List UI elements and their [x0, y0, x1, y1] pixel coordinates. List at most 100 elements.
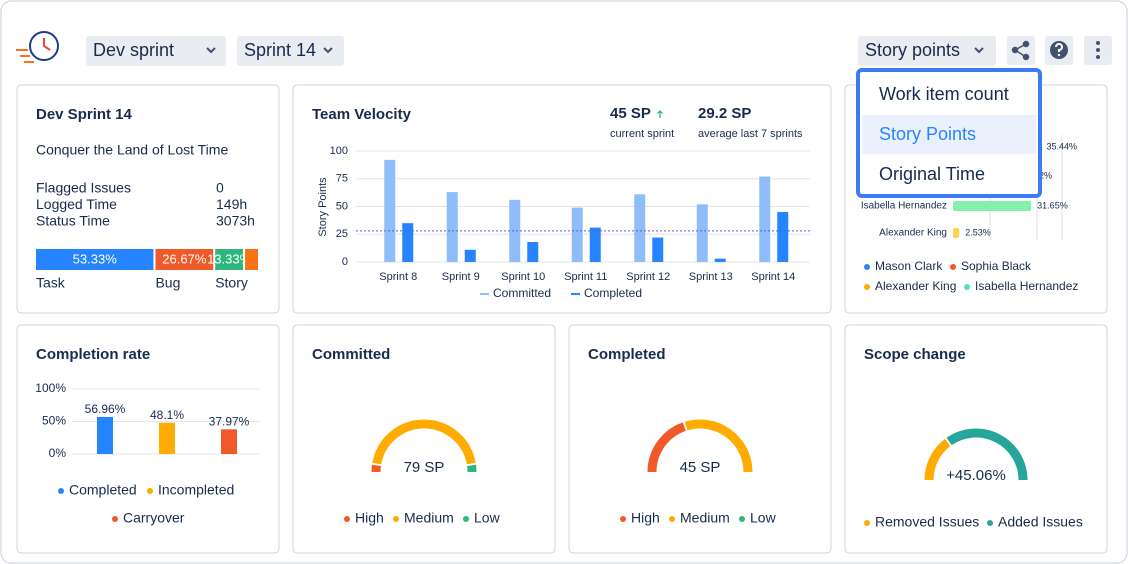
bar	[652, 237, 664, 262]
gauge-segment	[924, 438, 951, 481]
y-tick-label: 0%	[49, 446, 67, 460]
legend-dot	[463, 516, 469, 522]
legend-dot	[393, 516, 399, 522]
measure-select[interactable]: Story points	[858, 36, 996, 66]
legend-dot	[669, 516, 675, 522]
gauge-value: 79 SP	[404, 459, 445, 476]
card	[292, 84, 832, 314]
sprint-goal: Conquer the Land of Lost Time	[36, 142, 228, 158]
bar	[634, 194, 646, 262]
legend-label: Alexander King	[875, 279, 956, 293]
x-tick-label: Sprint 14	[751, 271, 795, 283]
breakdown-segment	[155, 249, 214, 270]
legend-label: Added Issues	[998, 514, 1083, 530]
x-tick-label: Sprint 10	[501, 271, 545, 283]
value-label: 37.97%	[209, 414, 250, 428]
bar	[464, 249, 476, 262]
segment-category: Bug	[155, 275, 180, 291]
filter[interactable]: Sprint 14	[237, 36, 344, 66]
bar	[384, 159, 396, 262]
dropdown-option[interactable]: Story Points	[879, 124, 976, 144]
legend-label: Medium	[404, 510, 454, 526]
bar	[953, 201, 1032, 211]
up-arrow	[657, 110, 663, 118]
dropdown-option[interactable]: Work item count	[879, 84, 1009, 104]
legend-dot	[739, 516, 745, 522]
gauge-value: 45 SP	[680, 459, 721, 476]
value-label: 31.65%	[1037, 200, 1068, 210]
legend-label: Committed	[493, 286, 551, 300]
y-tick-label: 50	[336, 200, 348, 212]
filter-label[interactable]: Dev sprint	[93, 40, 174, 60]
help-button[interactable]	[1045, 36, 1073, 65]
segment-label: 26.67%	[162, 251, 207, 266]
legend-dot	[964, 284, 970, 290]
stat-label: Status Time	[36, 213, 110, 229]
y-tick-label: 25	[336, 228, 348, 240]
bar	[714, 258, 726, 262]
legend-label: Incompleted	[158, 482, 234, 498]
bar	[221, 429, 237, 454]
x-tick-label: Sprint 8	[379, 271, 417, 283]
legend-dot	[58, 488, 64, 494]
breakdown-segment	[215, 249, 244, 270]
legend-dot	[987, 520, 993, 526]
gauge-segment	[647, 422, 686, 473]
legend-dot	[344, 516, 350, 522]
legend-dot	[620, 516, 626, 522]
x-tick-label: Sprint 9	[442, 271, 480, 283]
legend-dot	[112, 516, 118, 522]
legend-label: Low	[474, 510, 501, 526]
bar	[97, 416, 113, 454]
share-button[interactable]	[1007, 36, 1035, 65]
filter-label[interactable]: Sprint 14	[244, 40, 316, 60]
stat-value: 149h	[216, 196, 247, 212]
stat-value: 0	[216, 180, 224, 196]
breakdown-segment	[245, 249, 258, 270]
legend-label: Medium	[680, 510, 730, 526]
card-title: Dev Sprint 14	[36, 106, 133, 123]
y-tick-label: 50%	[42, 414, 66, 428]
bar	[571, 207, 583, 262]
measure-label[interactable]: Story points	[865, 40, 960, 60]
dropdown-option[interactable]: Original Time	[879, 164, 985, 184]
gauge-segment	[946, 428, 1028, 481]
filter[interactable]: Dev sprint	[86, 36, 226, 66]
category-label: Isabella Hernandez	[861, 201, 947, 212]
legend-label: High	[355, 510, 384, 526]
value-label: 35.44%	[1047, 141, 1078, 151]
value-label: 56.96%	[85, 402, 126, 416]
legend-dot	[147, 488, 153, 494]
y-tick-label: 100	[330, 145, 348, 157]
y-axis-label: Story Points	[317, 177, 329, 237]
bar	[953, 228, 960, 238]
value-label: 48.1%	[150, 408, 184, 422]
segment-category: Story	[215, 275, 248, 291]
legend-label: High	[631, 510, 660, 526]
segment-category: Task	[36, 275, 66, 291]
current-caption: current sprint	[610, 128, 674, 140]
segment-label: 13.33%	[207, 251, 252, 266]
card	[16, 324, 280, 554]
logo	[16, 31, 59, 63]
legend-dot	[864, 520, 870, 526]
y-tick-label: 0	[342, 256, 348, 268]
card-title: Completed	[588, 346, 666, 363]
gauge-value: +45.06%	[946, 467, 1006, 484]
card	[568, 324, 832, 554]
x-tick-label: Sprint 13	[689, 271, 733, 283]
breakdown-segment	[36, 249, 154, 270]
card-title: Scope change	[864, 346, 966, 363]
bar	[402, 223, 414, 262]
option-highlight[interactable]	[862, 115, 1036, 154]
more-button[interactable]	[1084, 36, 1112, 65]
category-label: Alexander King	[879, 228, 947, 239]
legend-dot	[864, 284, 870, 290]
gauge-segment	[372, 419, 476, 465]
x-tick-label: Sprint 11	[564, 271, 607, 283]
card	[292, 324, 556, 554]
current-value: 45 SP	[610, 105, 651, 122]
stat-value: 3073h	[216, 213, 255, 229]
bar	[696, 204, 708, 262]
bar	[759, 176, 771, 262]
